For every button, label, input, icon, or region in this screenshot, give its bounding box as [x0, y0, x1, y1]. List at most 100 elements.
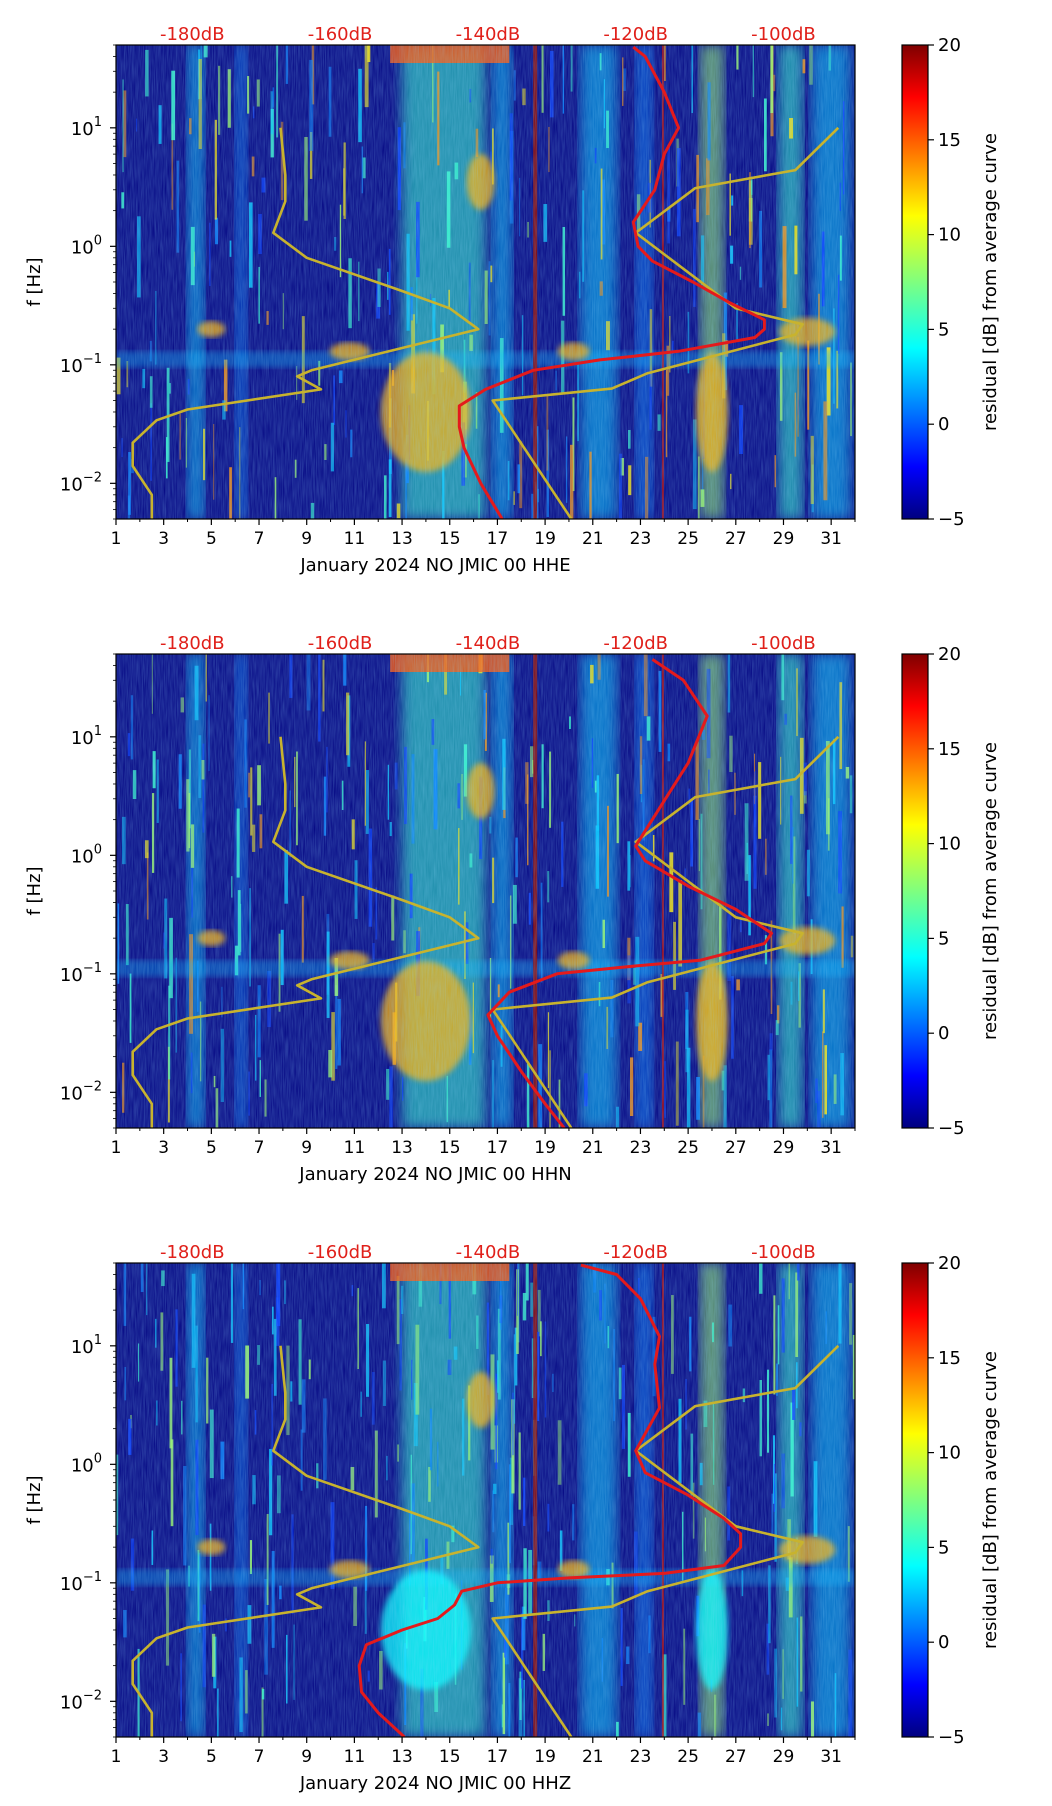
x-tick-label: 1 — [111, 1138, 122, 1158]
x-tick-label: 5 — [206, 1138, 217, 1158]
x-tick-label: 29 — [773, 1138, 795, 1158]
x-tick-label: 29 — [773, 529, 795, 549]
y-tick-label: 100 — [71, 233, 102, 258]
x-tick-label: 13 — [391, 1747, 413, 1767]
x-axis-label: January 2024 NO JMIC 00 HHZ — [299, 1773, 571, 1794]
x-tick-label: 23 — [630, 529, 652, 549]
colorbar-label: residual [dB] from average curve — [980, 742, 1001, 1040]
y-tick-label: 10−1 — [60, 352, 102, 377]
x-tick-label: 17 — [487, 1138, 509, 1158]
colorbar-tick-label: 5 — [938, 1537, 949, 1558]
heatmap-noise — [116, 45, 855, 519]
y-tick-label: 101 — [71, 1333, 102, 1358]
top-axis-label: -120dB — [603, 1242, 668, 1263]
median-psd-curve — [486, 658, 774, 1128]
colorbar-tick-label: 10 — [938, 225, 961, 246]
colorbar — [901, 1262, 929, 1738]
top-axis-label: -100dB — [751, 633, 816, 654]
x-tick-label: 3 — [158, 1747, 169, 1767]
colorbar-tick-label: −5 — [938, 509, 965, 530]
x-tick-label: 5 — [206, 529, 217, 549]
x-tick-label: 17 — [487, 529, 509, 549]
y-tick-label: 10−2 — [60, 1079, 102, 1104]
x-tick-label: 21 — [582, 1138, 604, 1158]
x-tick-label: 9 — [301, 529, 312, 549]
x-tick-label: 1 — [111, 529, 122, 549]
colorbar-tick-label: −5 — [938, 1727, 965, 1748]
median-psd-curve — [357, 1263, 743, 1737]
x-tick-label: 7 — [254, 529, 265, 549]
x-tick-label: 11 — [344, 1138, 366, 1158]
x-tick-label: 11 — [344, 529, 366, 549]
low-noise-model-curve — [131, 1345, 480, 1737]
colorbar — [901, 653, 929, 1129]
colorbar — [901, 44, 929, 520]
y-tick-label: 101 — [71, 724, 102, 749]
x-tick-label: 9 — [301, 1747, 312, 1767]
colorbar-tick-label: 0 — [938, 1023, 949, 1044]
x-tick-label: 31 — [820, 1138, 842, 1158]
high-noise-model-curve — [491, 1344, 840, 1737]
heatmap-noise — [116, 654, 855, 1128]
top-axis-label: -100dB — [751, 1242, 816, 1263]
heatmap-noise — [116, 1263, 855, 1737]
heatmap-image — [116, 1263, 855, 1737]
x-tick-label: 5 — [206, 1747, 217, 1767]
y-tick-label: 101 — [71, 115, 102, 140]
x-tick-label: 7 — [254, 1138, 265, 1158]
x-tick-label: 19 — [534, 1138, 556, 1158]
colorbar-tick-label: 10 — [938, 1443, 961, 1464]
y-tick-label: 10−1 — [60, 961, 102, 986]
x-tick-label: 25 — [677, 529, 699, 549]
x-tick-label: 23 — [630, 1747, 652, 1767]
x-tick-label: 25 — [677, 1138, 699, 1158]
y-axis-label: f [Hz] — [24, 866, 45, 915]
x-tick-label: 27 — [725, 1747, 747, 1767]
x-tick-label: 25 — [677, 1747, 699, 1767]
x-tick-label: 15 — [439, 1138, 461, 1158]
y-axis-label: f [Hz] — [24, 257, 45, 306]
x-tick-label: 15 — [439, 1747, 461, 1767]
colorbar-label: residual [dB] from average curve — [980, 133, 1001, 431]
colorbar-tick-label: 5 — [938, 928, 949, 949]
y-tick-label: 100 — [71, 1451, 102, 1476]
x-tick-label: 13 — [391, 529, 413, 549]
colorbar-tick-label: 0 — [938, 1632, 949, 1653]
x-tick-label: 1 — [111, 1747, 122, 1767]
colorbar-tick-label: 10 — [938, 834, 961, 855]
x-tick-label: 29 — [773, 1747, 795, 1767]
x-tick-label: 13 — [391, 1138, 413, 1158]
colorbar-tick-label: 15 — [938, 130, 961, 151]
top-axis-label: -100dB — [751, 24, 816, 45]
top-axis-label: -160dB — [308, 24, 373, 45]
top-axis-label: -140dB — [456, 633, 521, 654]
y-axis-label: f [Hz] — [24, 1475, 45, 1524]
low-noise-model-curve — [131, 127, 480, 519]
high-noise-model-curve — [491, 126, 840, 519]
x-tick-label: 23 — [630, 1138, 652, 1158]
x-tick-label: 11 — [344, 1747, 366, 1767]
x-tick-label: 3 — [158, 529, 169, 549]
top-axis-label: -180dB — [160, 1242, 225, 1263]
x-axis-label: January 2024 NO JMIC 00 HHN — [298, 1164, 571, 1185]
x-tick-label: 19 — [534, 529, 556, 549]
x-tick-label: 19 — [534, 1747, 556, 1767]
y-tick-label: 10−2 — [60, 470, 102, 495]
top-axis-label: -180dB — [160, 24, 225, 45]
top-axis-label: -120dB — [603, 24, 668, 45]
colorbar-tick-label: 20 — [938, 35, 961, 56]
x-tick-label: 15 — [439, 529, 461, 549]
top-axis-label: -160dB — [308, 633, 373, 654]
colorbar-tick-label: 15 — [938, 1348, 961, 1369]
y-tick-label: 10−1 — [60, 1570, 102, 1595]
x-tick-label: 9 — [301, 1138, 312, 1158]
x-tick-label: 3 — [158, 1138, 169, 1158]
top-axis-label: -140dB — [456, 1242, 521, 1263]
colorbar-tick-label: 5 — [938, 319, 949, 340]
median-psd-curve — [457, 45, 766, 519]
x-tick-label: 17 — [487, 1747, 509, 1767]
y-tick-label: 100 — [71, 842, 102, 867]
x-tick-label: 31 — [820, 1747, 842, 1767]
